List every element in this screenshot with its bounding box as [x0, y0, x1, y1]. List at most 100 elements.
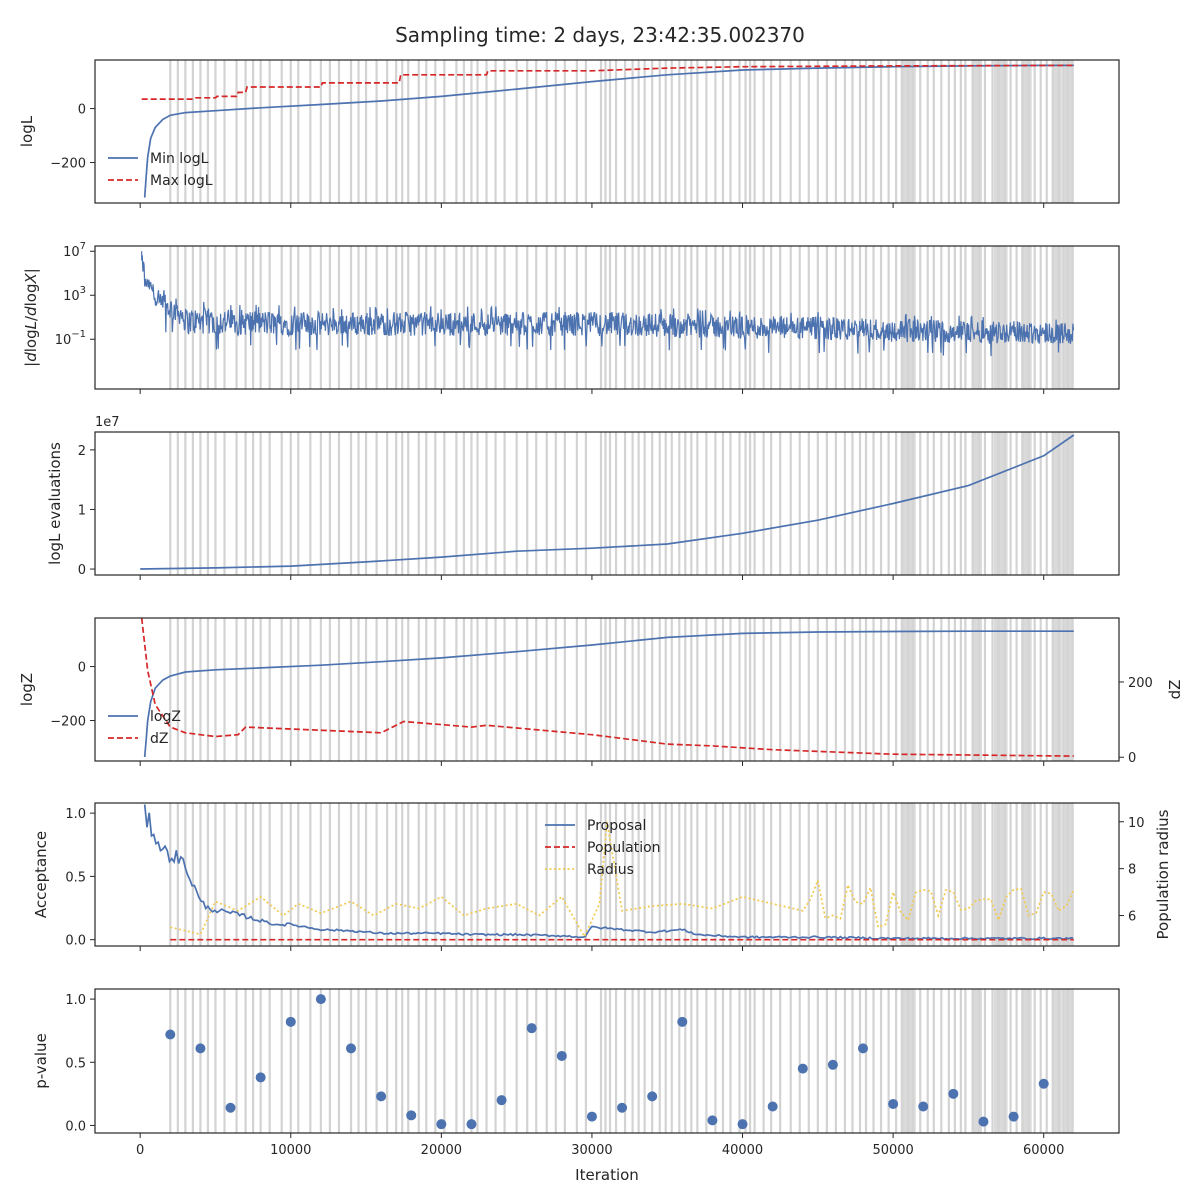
data-group [143, 804, 1075, 941]
iteration-band-wide [994, 246, 1008, 389]
data-group [165, 994, 1049, 1130]
data-point [255, 1072, 266, 1083]
x-tick-label: 0 [136, 1143, 144, 1158]
y2-tick-label: 0 [1128, 751, 1136, 766]
y-axis-label: logL [18, 115, 36, 147]
x-tick-label: 30000 [571, 1143, 612, 1158]
iteration-band-wide [900, 246, 916, 389]
y2-axis-label: Population radius [1154, 809, 1172, 939]
y2-tick-label: 8 [1128, 863, 1136, 878]
iteration-band-wide [1021, 246, 1032, 389]
data-point [556, 1050, 567, 1061]
iteration-band-wide [900, 618, 916, 761]
data-point [858, 1043, 868, 1054]
iteration-band-wide [1063, 60, 1074, 203]
series-line [141, 251, 1075, 357]
y-tick-label: 0.0 [65, 934, 86, 949]
x-tick-label: 10000 [270, 1143, 311, 1158]
data-group [140, 434, 1075, 570]
panel-4: 0 −200 0 200 dZ logZ logZ dZ [18, 617, 1184, 766]
data-point [586, 1111, 597, 1122]
y-tick-label: 0.5 [65, 1056, 86, 1071]
data-point [315, 994, 326, 1005]
y-tick-label: 2 [78, 444, 86, 459]
x-tick-label: 50000 [872, 1143, 913, 1158]
panel-frame [94, 988, 1120, 1134]
data-group [140, 618, 1074, 758]
iteration-band-wide [1063, 432, 1074, 575]
y-tick-label: 1.0 [65, 807, 86, 822]
data-group [141, 251, 1075, 357]
x-tick-label: 60000 [1023, 1143, 1064, 1158]
offset-text: 1e7 [95, 415, 120, 430]
panel-frame [94, 59, 1120, 204]
iteration-band-wide [900, 803, 916, 946]
y-tick-label: 0 [78, 563, 86, 578]
iteration-band-wide [971, 803, 982, 946]
iteration-band-wide [900, 432, 916, 575]
series-line [143, 804, 1074, 941]
iteration-band-wide [900, 989, 916, 1133]
data-point [948, 1088, 959, 1099]
y-tick-label: 1.0 [65, 993, 86, 1008]
data-point [1008, 1111, 1019, 1122]
band-group [169, 60, 1074, 203]
iteration-band-wide [994, 803, 1008, 946]
y2-tick-label: 10 [1128, 816, 1145, 831]
y-axis-label: |dlogL/dlogX| [22, 268, 40, 367]
iteration-band-wide [1052, 803, 1062, 946]
iteration-band-wide [1052, 432, 1062, 575]
y-axis-label: p-value [32, 1033, 50, 1089]
series-line [143, 64, 1074, 198]
data-point [376, 1091, 387, 1102]
data-point [677, 1016, 688, 1027]
data-point [827, 1059, 838, 1070]
panel-2: 107 103 10−1 |dlogL/dlogX| [22, 241, 1120, 394]
y-tick-label: 0 [78, 661, 86, 676]
band-group [169, 989, 1074, 1133]
iteration-band-wide [994, 432, 1008, 575]
y-tick-label: 103 [63, 285, 86, 304]
y-tick-label: 1 [78, 503, 86, 518]
iteration-band-wide [971, 432, 982, 575]
legend-label: dZ [150, 731, 168, 747]
panel-5: 0.0 0.5 1.0 6 8 10 Population radius Acceptance… [32, 802, 1172, 951]
panel-6: 0 10000 20000 30000 40000 50000 60000 0.0 0.5 1.0… [32, 988, 1120, 1158]
panel-frame [94, 617, 1120, 762]
figure-title: Sampling time: 2 days, 23:42:35.002370 [395, 23, 805, 47]
y-axis-label: logL evaluations [46, 442, 64, 565]
iteration-band-wide [1021, 989, 1032, 1133]
x-tick-label: 20000 [421, 1143, 462, 1158]
y-tick-label: 0.0 [65, 1119, 86, 1134]
y-tick-label: 0 [78, 103, 86, 118]
legend: Proposal Population Radius [545, 818, 661, 878]
y-tick-label: 0.5 [65, 870, 86, 885]
series-line [140, 434, 1075, 570]
data-point [285, 1016, 296, 1027]
data-point [466, 1119, 477, 1130]
panel-frame [94, 431, 1120, 576]
data-point [436, 1119, 447, 1130]
iteration-band-wide [1021, 618, 1032, 761]
legend-label: Population [587, 840, 661, 856]
iteration-band-wide [1063, 989, 1074, 1133]
data-point [346, 1043, 356, 1054]
series-line [141, 64, 1074, 100]
data-point [737, 1119, 748, 1130]
iteration-band-wide [1063, 803, 1074, 946]
data-point [1038, 1078, 1049, 1089]
y-tick-label: 107 [63, 241, 86, 260]
data-point [617, 1102, 628, 1113]
legend-label: Max logL [150, 173, 213, 189]
iteration-band-wide [1052, 989, 1062, 1133]
series-line [170, 821, 1075, 939]
legend: Min logL Max logL [108, 151, 213, 189]
panel-frame [94, 802, 1120, 947]
panel-3: 0 1 2 logL evaluations 1e7 [46, 415, 1120, 580]
band-group [169, 432, 1074, 575]
y-tick-label: −200 [50, 715, 86, 730]
iteration-band-wide [1021, 803, 1032, 946]
x-tick-label: 40000 [722, 1143, 763, 1158]
panel-1: 0 −200 logL Min logL Max logL [18, 59, 1120, 208]
